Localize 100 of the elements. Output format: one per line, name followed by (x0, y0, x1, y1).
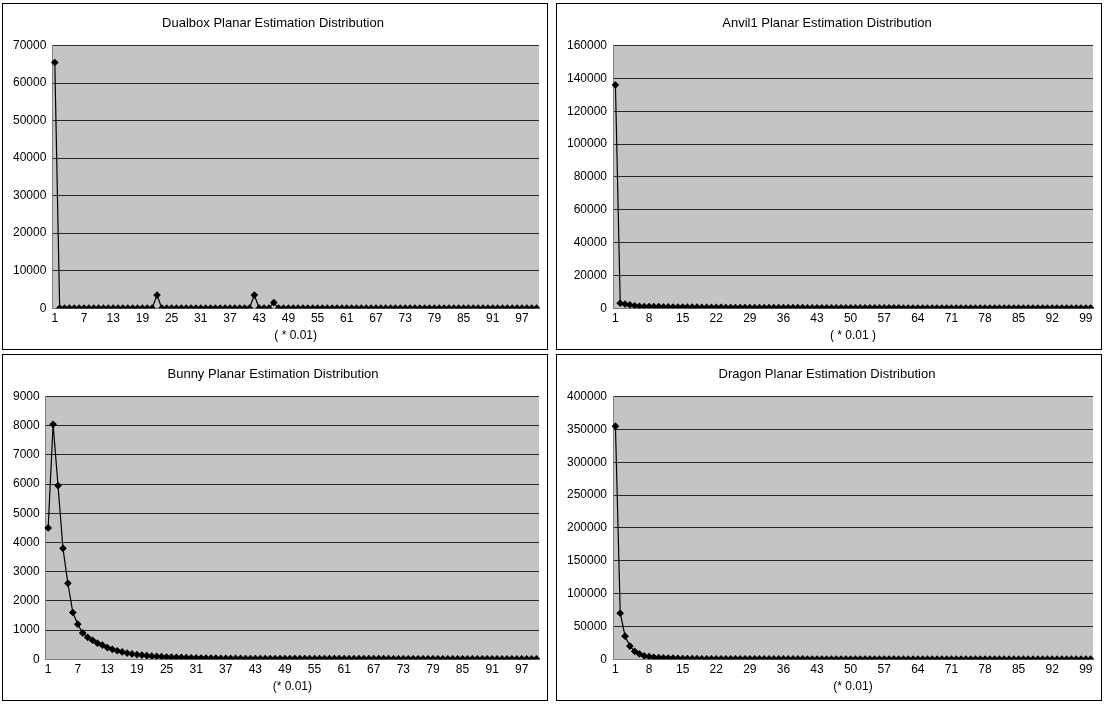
chart-title: Dualbox Planar Estimation Distribution (162, 15, 384, 31)
x-tick-label: 92 (1045, 661, 1060, 676)
y-tick-label: 200000 (567, 520, 608, 535)
y-tick-label: 350000 (567, 421, 608, 436)
x-tick-label: 43 (810, 661, 825, 676)
x-tick-label: 50 (843, 661, 858, 676)
x-tick-label: 37 (219, 661, 233, 676)
x-tick-label: 85 (456, 310, 471, 325)
x-tick-label: 85 (1011, 661, 1026, 676)
x-tick-label: 15 (675, 661, 690, 676)
x-tick-label: 29 (743, 310, 757, 325)
y-tick-label: 70000 (12, 37, 47, 52)
y-tick-label: 3000 (12, 563, 41, 578)
y-tick-label: 10000 (12, 263, 47, 277)
x-tick-label: 8 (645, 310, 653, 325)
y-tick-label: 0 (39, 300, 47, 315)
x-tick-label: 43 (248, 661, 263, 676)
y-tick-label: 80000 (573, 169, 608, 184)
x-tick-label: 25 (164, 310, 179, 325)
y-tick-label: 20000 (12, 225, 47, 240)
x-tick-label: 57 (877, 310, 892, 325)
x-tick-label: 50 (843, 310, 858, 325)
x-tick-label: 13 (100, 661, 115, 676)
x-tick-label: 36 (776, 661, 791, 676)
x-tick-label: 1 (612, 310, 620, 325)
x-tick-label: 71 (944, 661, 959, 676)
x-tick-label: 79 (427, 310, 442, 325)
x-tick-label: 57 (877, 661, 892, 676)
y-tick-label: 5000 (12, 505, 41, 520)
x-tick-label: 79 (426, 661, 440, 676)
x-tick-label: 19 (135, 310, 150, 325)
x-tick-label: 36 (776, 310, 791, 325)
x-tick-label: 78 (978, 310, 992, 325)
x-tick-label: 22 (709, 661, 724, 676)
y-tick-label: 60000 (12, 75, 47, 90)
y-tick-label: 50000 (573, 618, 608, 633)
x-tick-label: 92 (1045, 310, 1060, 325)
x-tick-label: 29 (743, 661, 757, 676)
chart-title: Dragon Planar Estimation Distribution (718, 366, 936, 382)
x-tick-label: 78 (978, 661, 992, 676)
x-tick-label: 64 (911, 661, 925, 676)
y-tick-label: 8000 (12, 418, 41, 433)
y-tick-label: 6000 (12, 476, 41, 491)
x-tick-label: 71 (944, 310, 959, 325)
x-tick-label: 91 (485, 661, 500, 676)
x-tick-label: 22 (709, 310, 724, 325)
y-tick-label: 250000 (567, 487, 608, 502)
x-tick-label: 97 (515, 661, 529, 676)
x-tick-label: 61 (340, 310, 354, 325)
x-tick-label: 97 (515, 310, 529, 325)
x-tick-label: 8 (645, 661, 653, 676)
y-tick-label: 60000 (573, 202, 608, 217)
x-tick-label: 1 (612, 661, 620, 676)
x-axis-title: (* 0.01) (272, 679, 313, 694)
y-tick-label: 40000 (573, 234, 608, 249)
x-tick-label: 99 (1079, 310, 1093, 325)
x-tick-label: 15 (675, 310, 690, 325)
x-tick-label: 73 (398, 310, 413, 325)
y-tick-label: 100000 (567, 585, 608, 600)
x-axis-title: ( * 0.01 ) (830, 328, 877, 343)
y-tick-label: 120000 (567, 103, 608, 118)
x-tick-label: 43 (252, 310, 267, 325)
x-tick-label: 13 (106, 310, 121, 325)
x-tick-label: 55 (310, 310, 325, 325)
y-tick-label: 40000 (12, 150, 47, 165)
y-tick-label: 7000 (12, 447, 41, 462)
x-tick-label: 64 (911, 310, 925, 325)
y-tick-label: 2000 (12, 593, 41, 608)
y-tick-label: 1000 (12, 622, 41, 637)
x-tick-label: 85 (455, 661, 470, 676)
x-tick-label: 67 (369, 310, 383, 325)
y-tick-label: 150000 (567, 553, 608, 568)
y-tick-label: 400000 (567, 388, 608, 403)
x-tick-label: 31 (189, 661, 204, 676)
y-tick-label: 50000 (12, 112, 47, 127)
x-tick-label: 19 (130, 661, 144, 676)
y-tick-label: 100000 (567, 136, 608, 151)
y-tick-label: 160000 (567, 37, 608, 52)
x-tick-label: 43 (810, 310, 825, 325)
y-tick-label: 300000 (567, 454, 608, 469)
y-tick-label: 0 (600, 651, 608, 666)
chart-title: Anvil1 Planar Estimation Distribution (722, 15, 932, 31)
y-tick-label: 0 (600, 300, 608, 315)
x-tick-label: 73 (396, 661, 411, 676)
x-tick-label: 55 (307, 661, 322, 676)
x-tick-label: 49 (278, 661, 292, 676)
chart-title: Bunny Planar Estimation Distribution (167, 366, 379, 382)
x-tick-label: 31 (194, 310, 208, 325)
y-tick-label: 140000 (567, 70, 608, 85)
y-tick-label: 0 (33, 651, 41, 666)
y-tick-label: 4000 (12, 534, 41, 549)
x-tick-label: 25 (159, 661, 174, 676)
x-tick-label: 91 (486, 310, 500, 325)
x-tick-label: 85 (1011, 310, 1026, 325)
y-tick-label: 30000 (12, 187, 47, 202)
x-tick-label: 1 (44, 661, 52, 676)
x-tick-label: 49 (281, 310, 296, 325)
x-tick-label: 99 (1079, 661, 1093, 676)
x-tick-label: 7 (74, 661, 82, 676)
x-tick-label: 37 (223, 310, 237, 325)
